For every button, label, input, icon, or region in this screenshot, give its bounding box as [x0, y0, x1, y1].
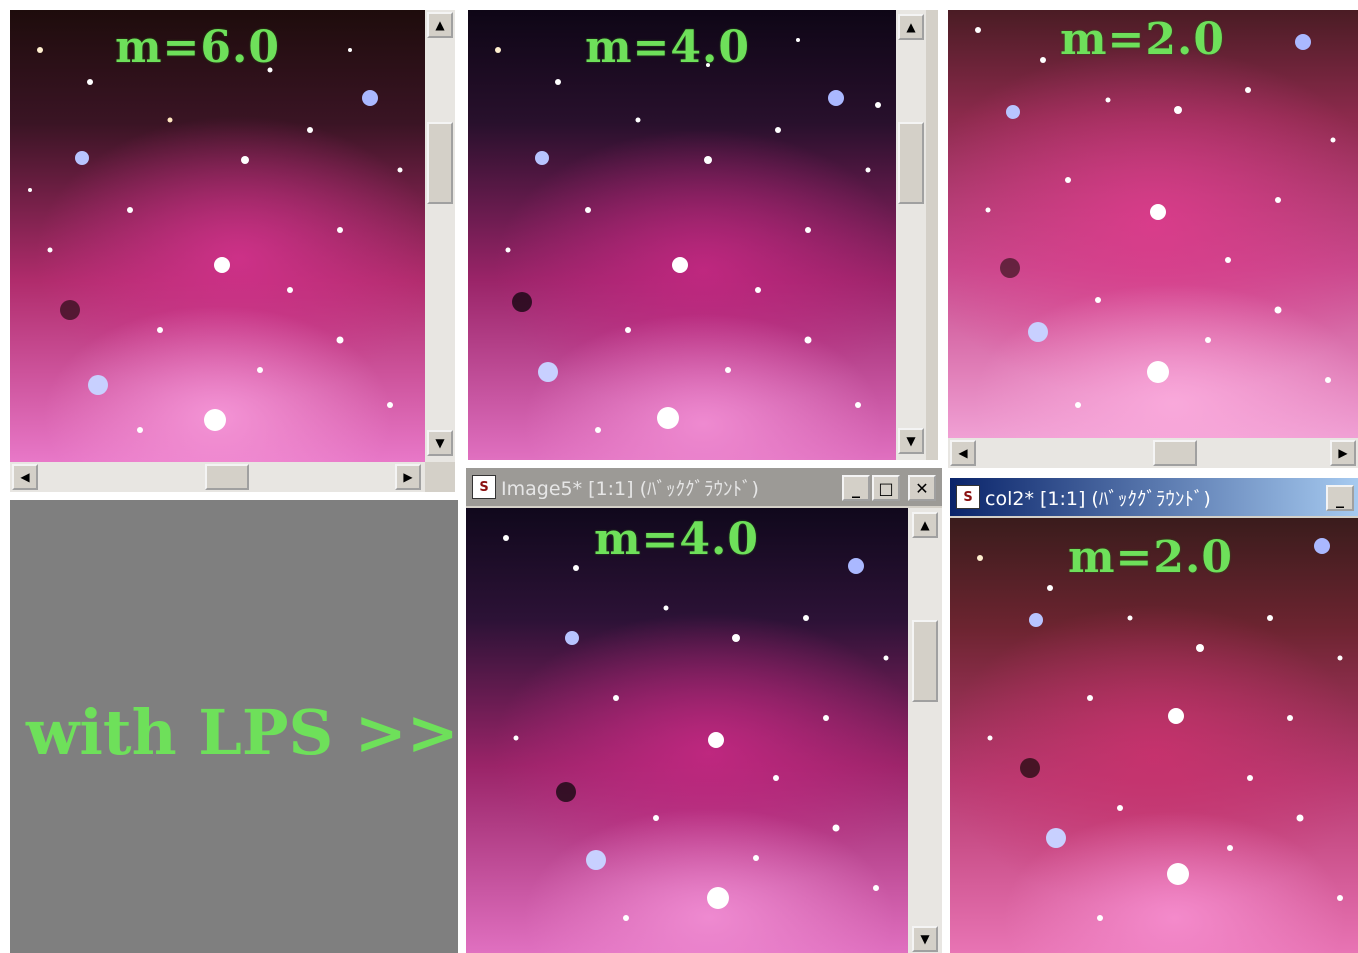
vertical-scrollbar[interactable]: ▲ ▼ [908, 508, 942, 953]
nebula-image-m6[interactable]: m=6.0 [10, 10, 425, 462]
vertical-scrollbar[interactable]: ▲ ▼ [896, 10, 926, 460]
scroll-thumb[interactable] [427, 122, 453, 204]
nebula-background [468, 10, 896, 460]
nebula-background [466, 508, 908, 953]
scroll-right-icon[interactable]: ▶ [395, 464, 421, 490]
magnitude-label: m=6.0 [115, 22, 280, 73]
nebula-image-m4-lps[interactable]: m=4.0 [466, 508, 908, 953]
scroll-thumb[interactable] [205, 464, 249, 490]
scroll-down-icon[interactable]: ▼ [898, 428, 924, 454]
minimize-button[interactable]: _ [1326, 485, 1354, 511]
annotation-panel: with LPS >> [10, 500, 459, 953]
scroll-right-icon[interactable]: ▶ [1330, 440, 1356, 466]
starfield [503, 535, 889, 921]
starfield [28, 38, 403, 433]
nebula-image-m4[interactable]: m=4.0 [468, 10, 896, 460]
window-title-bar[interactable]: S col2* [1:1] (ﾊﾞｯｸｸﾞﾗｳﾝﾄﾞ) [950, 478, 1358, 516]
image-window-m6: m=6.0 ▲ ▼ ◀ ▶ [10, 10, 455, 492]
scroll-up-icon[interactable]: ▲ [898, 14, 924, 40]
starfield [977, 538, 1343, 921]
magnitude-label: m=4.0 [585, 22, 750, 73]
magnitude-label: m=4.0 [594, 514, 759, 565]
app-icon: S [472, 475, 496, 499]
scroll-up-icon[interactable]: ▲ [427, 12, 453, 38]
nebula-background [950, 518, 1358, 953]
scroll-thumb[interactable] [912, 620, 938, 702]
vertical-scrollbar[interactable]: ▲ ▼ [425, 10, 455, 462]
nebula-image-m2-lps[interactable]: m=2.0 [950, 518, 1358, 953]
window-title-bar[interactable]: S Image5* [1:1] (ﾊﾞｯｸｸﾞﾗｳﾝﾄﾞ) [466, 468, 942, 506]
scroll-up-icon[interactable]: ▲ [912, 512, 938, 538]
maximize-button[interactable]: □ [872, 475, 900, 501]
scroll-left-icon[interactable]: ◀ [950, 440, 976, 466]
col2-window: S col2* [1:1] (ﾊﾞｯｸｸﾞﾗｳﾝﾄﾞ) _ [950, 478, 1358, 953]
image5-window: S Image5* [1:1] (ﾊﾞｯｸｸﾞﾗｳﾝﾄﾞ) _ □ ✕ [466, 468, 942, 953]
scroll-down-icon[interactable]: ▼ [427, 430, 453, 456]
window-title: Image5* [1:1] (ﾊﾞｯｸｸﾞﾗｳﾝﾄﾞ) [501, 477, 759, 500]
image-window-m4-top: m=4.0 ▲ ▼ [468, 10, 938, 460]
scroll-thumb[interactable] [898, 122, 924, 204]
window-title: col2* [1:1] (ﾊﾞｯｸｸﾞﾗｳﾝﾄﾞ) [985, 487, 1211, 510]
with-lps-annotation: with LPS >> [26, 696, 459, 769]
magnitude-label: m=2.0 [1068, 532, 1233, 583]
magnitude-label: m=2.0 [1060, 14, 1225, 65]
close-button[interactable]: ✕ [908, 475, 936, 501]
scroll-left-icon[interactable]: ◀ [12, 464, 38, 490]
starfield [975, 27, 1336, 408]
scroll-down-icon[interactable]: ▼ [912, 926, 938, 952]
horizontal-scrollbar[interactable]: ◀ ▶ [10, 462, 425, 492]
horizontal-scrollbar[interactable]: ◀ ▶ [948, 438, 1358, 468]
starfield [495, 38, 881, 433]
image-window-m2-top: m=2.0 ◀ ▶ [948, 10, 1358, 468]
nebula-background [10, 10, 425, 462]
minimize-button[interactable]: _ [842, 475, 870, 501]
nebula-image-m2[interactable]: m=2.0 [948, 10, 1358, 438]
scroll-thumb[interactable] [1153, 440, 1197, 466]
app-icon: S [956, 485, 980, 509]
